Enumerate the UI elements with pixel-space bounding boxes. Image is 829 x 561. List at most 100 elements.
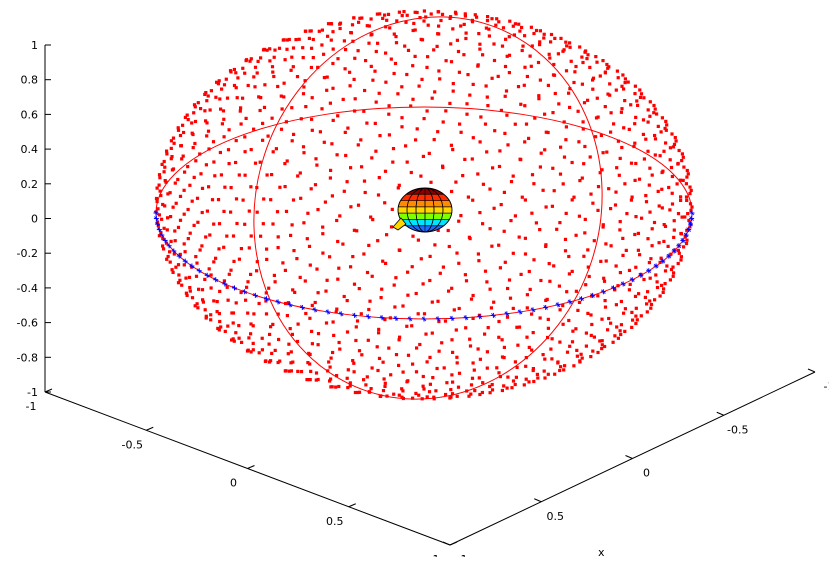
sphere-point (284, 185, 287, 188)
sphere-point (536, 373, 539, 376)
sphere-point (509, 219, 512, 222)
sphere-point (523, 383, 526, 386)
sphere-point (253, 85, 256, 88)
sphere-point (649, 100, 652, 103)
sphere-point (395, 353, 398, 356)
sphere-point (455, 328, 458, 331)
sphere-point (620, 111, 623, 114)
sphere-point (302, 85, 305, 88)
sphere-point (451, 381, 454, 384)
sphere-point (309, 370, 312, 373)
sphere-point (292, 65, 295, 68)
sphere-point (603, 345, 606, 348)
sphere-point (256, 71, 259, 74)
sphere-point (606, 328, 609, 331)
sphere-point (290, 350, 293, 353)
sphere-point (188, 184, 191, 187)
sphere-point (457, 386, 460, 389)
sphere-point (542, 353, 545, 356)
sphere-point (236, 76, 239, 79)
sphere-point (514, 214, 517, 217)
sphere-point (210, 89, 213, 92)
sphere-point (658, 204, 661, 207)
sphere-point (217, 247, 220, 250)
y-tick-mark (808, 369, 815, 372)
sphere-point (417, 394, 420, 397)
sphere-point (614, 203, 617, 206)
sphere-point (690, 189, 693, 192)
sphere-point (374, 150, 377, 153)
sphere-point (247, 84, 250, 87)
sphere-point (671, 175, 674, 178)
sphere-point (406, 161, 409, 164)
sphere-point (245, 58, 248, 61)
sphere-point (688, 192, 691, 195)
sphere-point (576, 309, 579, 312)
sphere-point (664, 282, 667, 285)
sphere-point (677, 212, 680, 215)
sphere-point (586, 99, 589, 102)
sphere-point (559, 365, 562, 368)
sphere-point (652, 104, 655, 107)
sphere-point (382, 389, 385, 392)
sphere-point (331, 351, 334, 354)
sphere-point (679, 195, 682, 198)
sphere-point (608, 82, 611, 85)
z-tick-label: 0.6 (21, 108, 39, 121)
sphere-point (635, 99, 638, 102)
sphere-point (308, 37, 311, 40)
sphere-point (442, 266, 445, 269)
sphere-point (502, 26, 505, 29)
sphere-point (553, 37, 556, 40)
sphere-point (464, 273, 467, 276)
sphere-point (315, 379, 318, 382)
sphere-point (686, 169, 689, 172)
sphere-point (581, 177, 584, 180)
sphere-point (214, 257, 217, 260)
sphere-point (646, 290, 649, 293)
sphere-point (377, 193, 380, 196)
sphere-point (478, 211, 481, 214)
sphere-point (338, 23, 341, 26)
sphere-point (212, 299, 215, 302)
sphere-point (191, 296, 194, 299)
sphere-point (336, 57, 339, 60)
sphere-point (170, 157, 173, 160)
sphere-point (252, 312, 255, 315)
equator-marker (407, 316, 412, 321)
sphere-point (642, 118, 645, 121)
sphere-point (166, 216, 169, 219)
sphere-point (653, 134, 656, 137)
sphere-point (394, 35, 397, 38)
sphere-point (491, 77, 494, 80)
sphere-point (192, 111, 195, 114)
sphere-point (539, 279, 542, 282)
sphere-point (634, 116, 637, 119)
sphere-point (327, 360, 330, 363)
sphere-point (277, 235, 280, 238)
sphere-point (640, 92, 643, 95)
sphere-point (421, 38, 424, 41)
sphere-point (448, 102, 451, 105)
sphere-point (273, 49, 276, 52)
sphere-point (558, 341, 561, 344)
sphere-point (548, 280, 551, 283)
sphere-point (669, 146, 672, 149)
sphere-point (450, 338, 453, 341)
sphere-point (618, 228, 621, 231)
sphere-point (170, 147, 173, 150)
sphere-point (209, 318, 212, 321)
sphere-point (158, 184, 161, 187)
sphere-point (195, 275, 198, 278)
sphere-point (264, 299, 267, 302)
sphere-point (331, 62, 334, 65)
sphere-point (484, 123, 487, 126)
sphere-point (337, 267, 340, 270)
sphere-point (503, 346, 506, 349)
sphere-point (235, 139, 238, 142)
sphere-point (621, 254, 624, 257)
sphere-point (387, 113, 390, 116)
sphere-point (489, 288, 492, 291)
sphere-point (326, 35, 329, 38)
sphere-point (218, 79, 221, 82)
